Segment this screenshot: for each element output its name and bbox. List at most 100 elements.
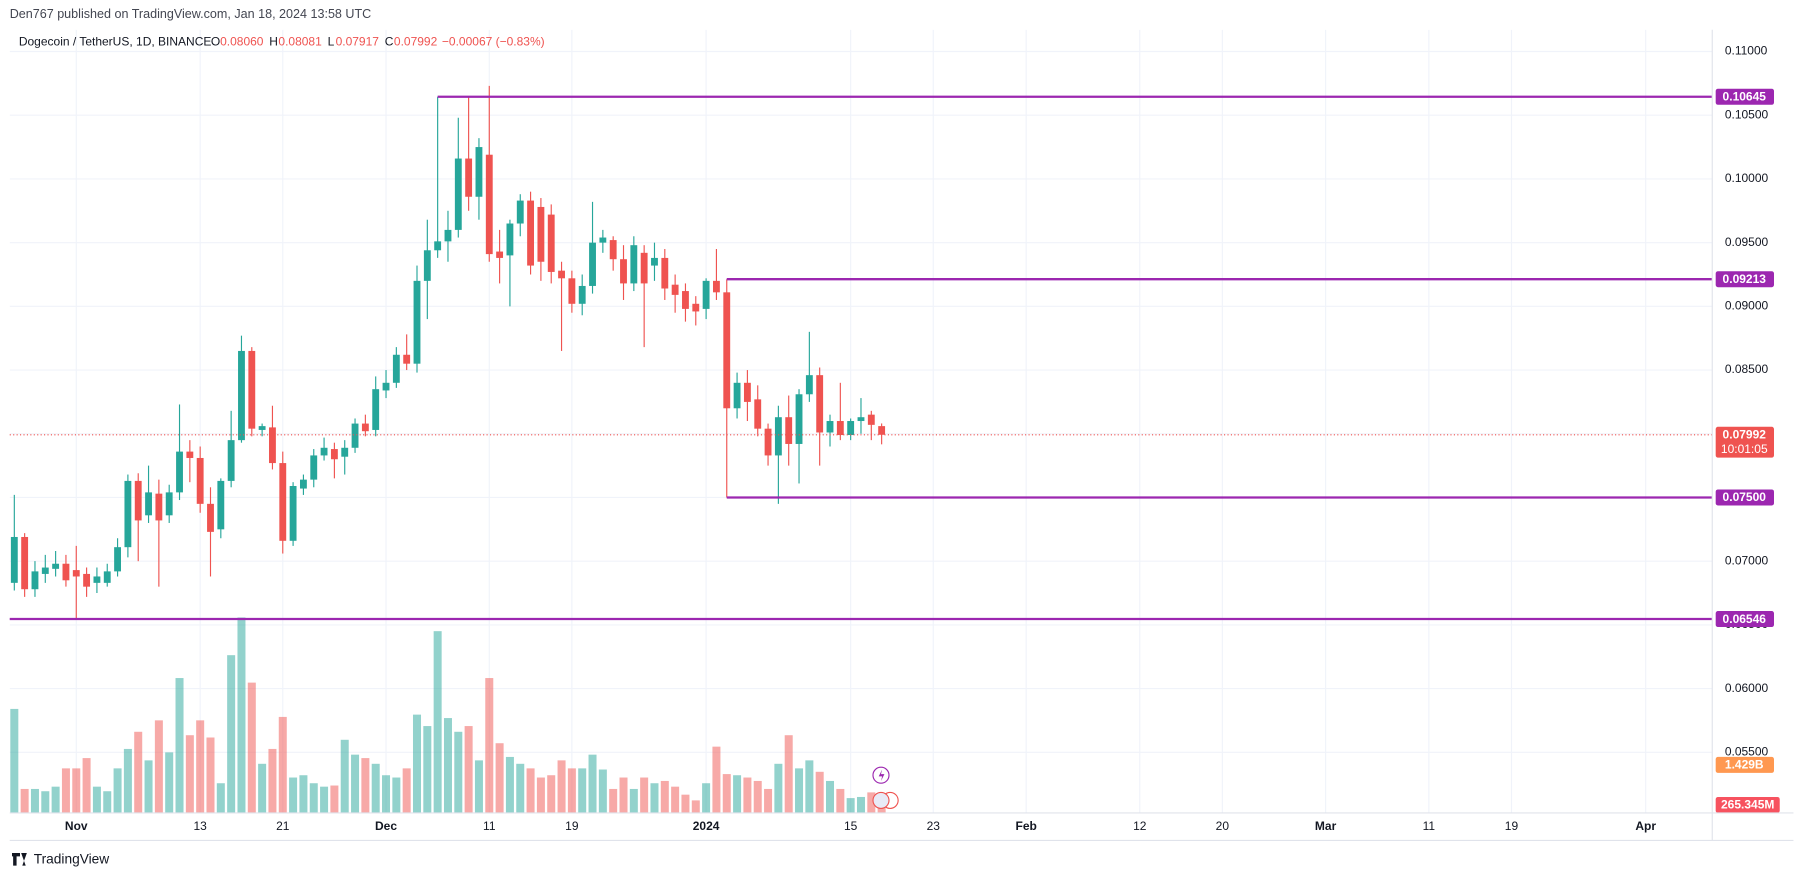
candle-body	[31, 571, 39, 590]
candle-body	[83, 573, 91, 587]
volume-bar	[103, 791, 112, 813]
candle-body	[330, 449, 338, 460]
volume-bar	[123, 748, 132, 813]
x-tick-label: Dec	[375, 819, 397, 833]
candle-body	[465, 158, 473, 197]
volume-bar	[702, 783, 711, 813]
candle-body	[671, 284, 679, 295]
candle-body	[774, 417, 782, 456]
c-value: 0.07992	[394, 34, 438, 48]
volume-bar	[299, 775, 308, 813]
volume-bar	[640, 777, 649, 813]
candle-body	[651, 257, 658, 266]
h-label: H	[269, 34, 278, 48]
x-tick-label: 23	[927, 819, 941, 833]
y-tick-label: 0.06000	[1725, 681, 1769, 695]
volume-bar	[867, 792, 876, 813]
candle-body	[444, 229, 452, 242]
volume-bar	[51, 786, 60, 813]
x-tick-label: 19	[1505, 819, 1519, 833]
x-tick-label: Nov	[65, 819, 88, 833]
volume-bar	[722, 774, 731, 813]
candle-body	[640, 252, 648, 284]
volume-bar	[856, 796, 865, 813]
candle-body	[609, 240, 617, 260]
level-label-box	[1715, 489, 1774, 506]
volume-bar	[443, 718, 452, 813]
volume-bar	[826, 780, 835, 813]
volume-bar	[371, 763, 380, 813]
candle-body	[568, 278, 576, 304]
candle-body	[103, 571, 111, 583]
candle-body	[238, 350, 245, 441]
x-tick-label: 21	[276, 819, 290, 833]
candle-body	[299, 479, 307, 489]
candle-body	[372, 389, 380, 430]
candle-body	[816, 375, 824, 433]
candle-body	[712, 280, 720, 293]
event-icons	[872, 766, 899, 809]
candle-body	[217, 480, 225, 530]
candle-body	[506, 223, 514, 256]
candle-body	[537, 206, 545, 262]
y-tick-label: 0.07000	[1725, 553, 1769, 567]
volume-bar	[784, 735, 793, 813]
candle-body	[847, 421, 855, 436]
volume-bar	[795, 768, 804, 813]
candle-body	[320, 447, 328, 456]
volume-bar	[764, 788, 773, 813]
candle-body	[196, 457, 204, 504]
level-label: 0.07500	[1723, 490, 1767, 504]
candle-body	[124, 480, 132, 548]
candle-body	[52, 563, 60, 569]
candle-body	[516, 200, 524, 224]
volume-pane	[10, 617, 886, 813]
volume-bar	[454, 731, 463, 813]
volume-bar	[82, 758, 91, 813]
candle-body	[155, 493, 163, 521]
candle-body	[836, 421, 844, 436]
icon	[878, 769, 885, 781]
candle-body	[114, 547, 121, 572]
candle-body	[795, 394, 803, 444]
volume-bar	[629, 788, 638, 813]
volume-last-box	[1715, 796, 1780, 813]
candle-body	[413, 280, 421, 364]
volume-bar	[134, 731, 143, 813]
candle-body	[630, 245, 638, 284]
volume-bar	[165, 752, 174, 813]
x-tick-label: Apr	[1635, 819, 1656, 833]
y-tick-label: 0.10500	[1725, 107, 1769, 121]
change: −0.00067 (−0.83%)	[442, 34, 545, 48]
candle-body	[258, 426, 266, 430]
volume-bar	[619, 777, 628, 813]
countdown: 10:01:05	[1721, 442, 1768, 456]
candle-body	[578, 285, 586, 304]
candle-body	[21, 536, 29, 590]
volume-bar	[743, 777, 752, 813]
volume-bar	[660, 780, 669, 813]
volume-bar	[185, 735, 194, 813]
volume-bar	[464, 726, 473, 813]
volume-bar	[774, 763, 783, 813]
volume-last-label: 265.345M	[1721, 798, 1774, 812]
icon	[872, 791, 890, 809]
volume-bar	[815, 771, 824, 813]
volume-bar	[433, 631, 442, 813]
candle-body	[661, 257, 669, 289]
volume-bar	[578, 768, 587, 813]
y-tick-label: 0.09500	[1725, 235, 1769, 249]
volume-ma-label: 1.429B	[1725, 758, 1764, 772]
candle-body	[62, 563, 70, 581]
volume-bar	[681, 794, 690, 813]
volume-bar	[258, 763, 267, 813]
candle-body	[310, 455, 318, 480]
candle-body	[527, 200, 535, 266]
y-tick-label: 0.09000	[1725, 299, 1769, 313]
volume-bar	[557, 760, 566, 813]
volume-bar	[516, 763, 525, 813]
l-label: L	[328, 34, 335, 48]
candle-body	[599, 237, 607, 243]
